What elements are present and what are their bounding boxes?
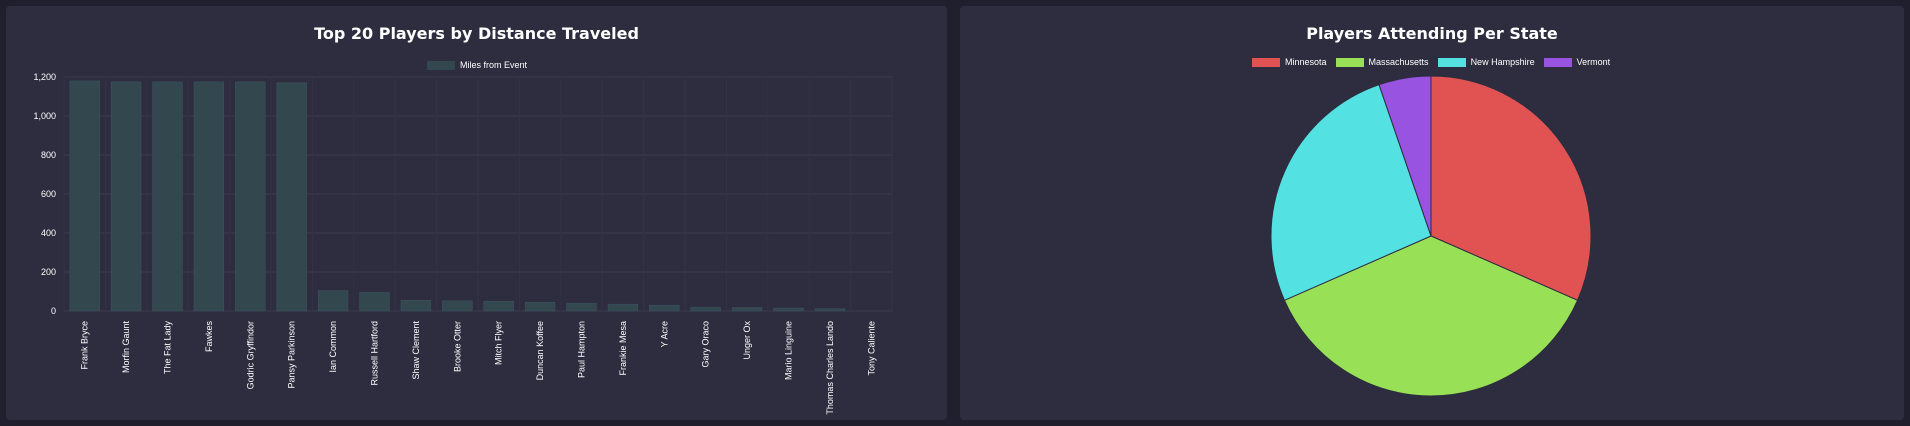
bar[interactable] bbox=[193, 81, 225, 312]
bar-chart-legend: Miles from Event bbox=[427, 60, 536, 70]
x-tick-label: Frank Bryce bbox=[80, 321, 90, 370]
y-tick-label: 200 bbox=[41, 267, 56, 277]
legend-item-massachusetts[interactable]: Massachusetts bbox=[1335, 57, 1429, 67]
bar[interactable] bbox=[814, 308, 846, 312]
pie-chart-legend: Minnesota Massachusetts New Hampshire Vermo… bbox=[1252, 57, 1619, 67]
y-tick-label: 800 bbox=[41, 150, 56, 160]
bar-chart-title: Top 20 Players by Distance Traveled bbox=[314, 24, 639, 43]
pie-chart-title: Players Attending Per State bbox=[1306, 24, 1558, 43]
y-tick-label: 600 bbox=[41, 189, 56, 199]
x-tick-label: The Fat Lady bbox=[163, 321, 173, 375]
legend-swatch bbox=[1252, 57, 1280, 67]
x-tick-label: Unger Ox bbox=[742, 321, 752, 360]
x-tick-label: Frankie Mesa bbox=[618, 321, 628, 376]
legend-item-vermont[interactable]: Vermont bbox=[1543, 57, 1611, 67]
bar-chart-panel: Top 20 Players by Distance Traveled Mile… bbox=[6, 6, 947, 420]
x-tick-label: Brooke Otter bbox=[452, 321, 462, 372]
x-tick-label: Russell Hartford bbox=[370, 321, 380, 386]
x-tick-label: Paul Hampton bbox=[577, 321, 587, 378]
bar[interactable] bbox=[400, 300, 432, 312]
pie-slice-new-hampshire[interactable] bbox=[1270, 84, 1432, 301]
legend-label: Miles from Event bbox=[460, 60, 528, 70]
x-tick-label: Y Acre bbox=[659, 321, 669, 347]
x-tick-label: Duncan Koffee bbox=[535, 321, 545, 380]
bar[interactable] bbox=[483, 301, 514, 312]
y-tick-label: 400 bbox=[41, 228, 56, 238]
x-tick-label: Tony Caliente bbox=[866, 321, 876, 376]
legend-item-minnesota[interactable]: Minnesota bbox=[1252, 57, 1327, 67]
x-tick-label: Thomas Charles Lando bbox=[825, 321, 835, 415]
x-tick-label: Mitch Flyer bbox=[494, 321, 504, 365]
bar[interactable] bbox=[69, 80, 100, 312]
legend-label: Vermont bbox=[1576, 57, 1611, 67]
bar[interactable] bbox=[690, 306, 721, 312]
legend-swatch bbox=[1437, 57, 1466, 67]
legend-swatch bbox=[1543, 57, 1572, 67]
bar[interactable] bbox=[276, 82, 307, 312]
bar[interactable] bbox=[566, 302, 597, 312]
x-tick-label: Fawkes bbox=[204, 321, 214, 353]
y-tick-label: 1,000 bbox=[33, 111, 56, 121]
bar[interactable] bbox=[773, 307, 804, 312]
pie-chart-panel: Players Attending Per State Minnesota Mas… bbox=[960, 6, 1904, 420]
pie-slice-vermont[interactable] bbox=[1378, 75, 1432, 237]
legend-item-miles[interactable]: Miles from Event bbox=[427, 60, 527, 70]
x-tick-label: Pansy Parkinson bbox=[287, 321, 297, 389]
legend-item-new-hampshire[interactable]: New Hampshire bbox=[1437, 57, 1535, 67]
bar[interactable] bbox=[152, 81, 183, 312]
bar[interactable] bbox=[731, 307, 763, 312]
bar[interactable] bbox=[110, 81, 142, 312]
pie-slice-massachusetts[interactable] bbox=[1283, 235, 1579, 397]
pie-chart-plot bbox=[1270, 75, 1592, 397]
bar[interactable] bbox=[649, 304, 680, 312]
legend-swatch bbox=[1335, 57, 1364, 67]
bar[interactable] bbox=[442, 300, 473, 312]
bar-chart-plot: 0 200 400 600 800 1,000 1,200 Frank Bryce Morfin… bbox=[33, 72, 893, 415]
x-tick-label: Godric Gryffindor bbox=[245, 321, 255, 389]
legend-label: New Hampshire bbox=[1470, 57, 1535, 67]
legend-label: Minnesota bbox=[1285, 57, 1327, 67]
bar[interactable] bbox=[359, 292, 390, 312]
x-tick-label: Mario Linguine bbox=[784, 321, 794, 380]
x-tick-label: Shaw Clement bbox=[411, 321, 421, 380]
x-tick-label: Morfin Gaunt bbox=[121, 321, 131, 374]
bar[interactable] bbox=[317, 290, 349, 312]
bar[interactable] bbox=[524, 301, 556, 312]
bar[interactable] bbox=[235, 81, 266, 312]
x-tick-label: Gary Oraco bbox=[701, 321, 711, 368]
bar[interactable] bbox=[607, 303, 639, 312]
legend-swatch bbox=[427, 60, 455, 70]
x-tick-label: Ian Common bbox=[328, 321, 338, 373]
y-tick-label: 0 bbox=[51, 306, 56, 316]
pie-slice-minnesota[interactable] bbox=[1430, 75, 1592, 301]
legend-label: Massachusetts bbox=[1368, 57, 1429, 67]
y-tick-label: 1,200 bbox=[33, 72, 56, 82]
